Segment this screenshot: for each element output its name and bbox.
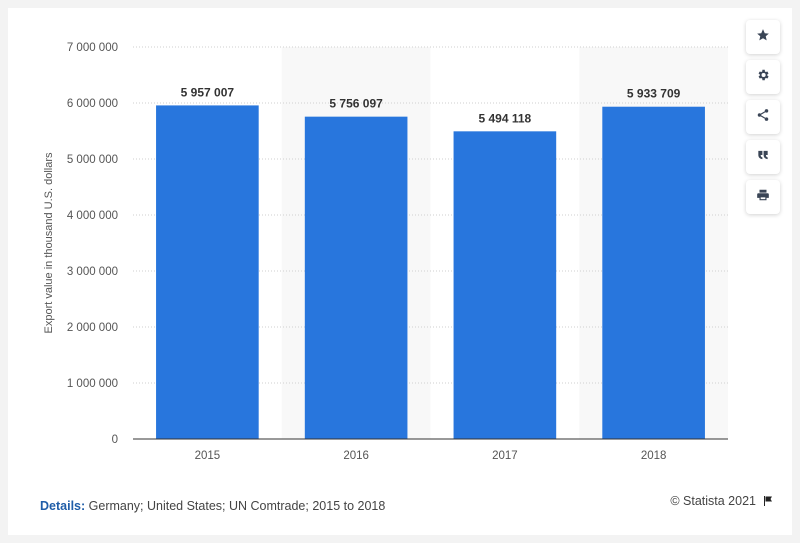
source-details: Details: Germany; United States; UN Comt… [40, 499, 385, 513]
y-tick-label: 5 000 000 [67, 154, 118, 166]
print-button[interactable] [746, 180, 780, 214]
x-tick-label: 2016 [343, 450, 369, 462]
y-tick-label: 4 000 000 [67, 210, 118, 222]
brand-text[interactable]: © Statista 2021 [670, 494, 756, 508]
chart-toolbar [746, 20, 782, 214]
data-label: 5 756 097 [329, 97, 383, 111]
data-label: 5 957 007 [181, 85, 235, 99]
data-label: 5 494 118 [479, 111, 532, 125]
print-icon [756, 188, 770, 207]
y-tick-label: 1 000 000 [67, 378, 118, 390]
y-tick-label: 7 000 000 [67, 42, 118, 54]
y-tick-label: 3 000 000 [67, 266, 118, 278]
statista-credit: © Statista 2021 [670, 494, 774, 508]
star-icon [756, 28, 770, 47]
y-tick-label: 0 [112, 434, 118, 446]
share-button[interactable] [746, 100, 780, 134]
chart-card: 0 1 000 000 2 000 000 3 000 000 4 000 000 5 0… [8, 8, 792, 535]
gear-icon [756, 68, 770, 87]
bar [304, 116, 408, 439]
cite-button[interactable] [746, 140, 780, 174]
share-icon [756, 108, 770, 127]
favorite-button[interactable] [746, 20, 780, 54]
bar [156, 105, 259, 440]
x-tick-label: 2018 [641, 450, 667, 462]
quote-icon [756, 148, 770, 167]
bar [453, 131, 557, 439]
x-tick-label: 2015 [195, 450, 221, 462]
y-axis-title: Export value in thousand U.S. dollars [43, 152, 55, 333]
data-label: 5 933 709 [627, 87, 681, 101]
details-text: Germany; United States; UN Comtrade; 201… [88, 499, 386, 513]
flag-icon[interactable] [762, 495, 774, 507]
settings-button[interactable] [746, 60, 780, 94]
y-tick-label: 2 000 000 [67, 322, 118, 334]
details-label[interactable]: Details: [40, 499, 86, 513]
y-tick-label: 6 000 000 [67, 98, 118, 110]
bar-chart: 0 1 000 000 2 000 000 3 000 000 4 000 000 5 0… [43, 42, 728, 462]
bar [602, 106, 705, 440]
x-tick-label: 2017 [492, 450, 518, 462]
